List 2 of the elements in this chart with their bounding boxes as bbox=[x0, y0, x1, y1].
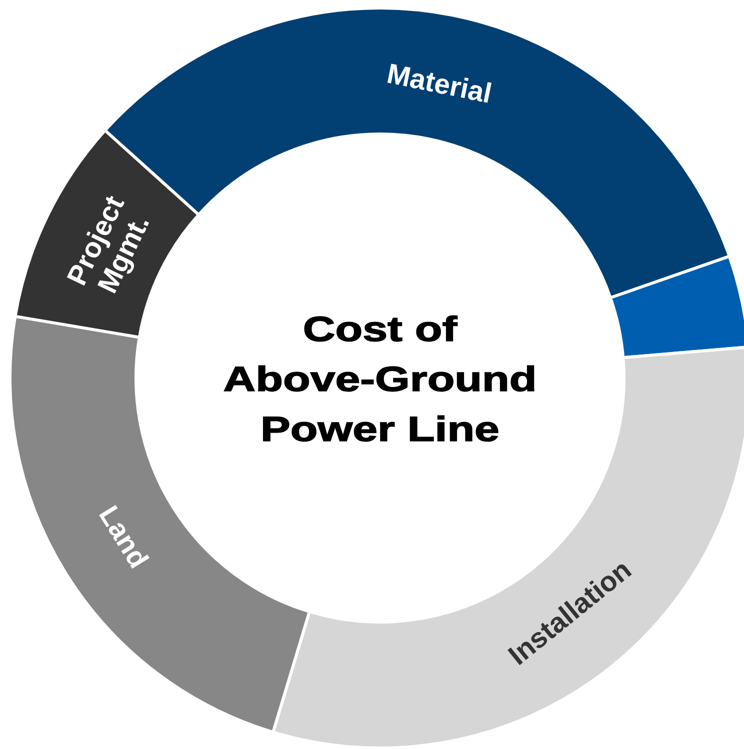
slice-label: Material bbox=[384, 58, 494, 110]
text: Cost of Above-Ground Power Line bbox=[223, 310, 537, 449]
